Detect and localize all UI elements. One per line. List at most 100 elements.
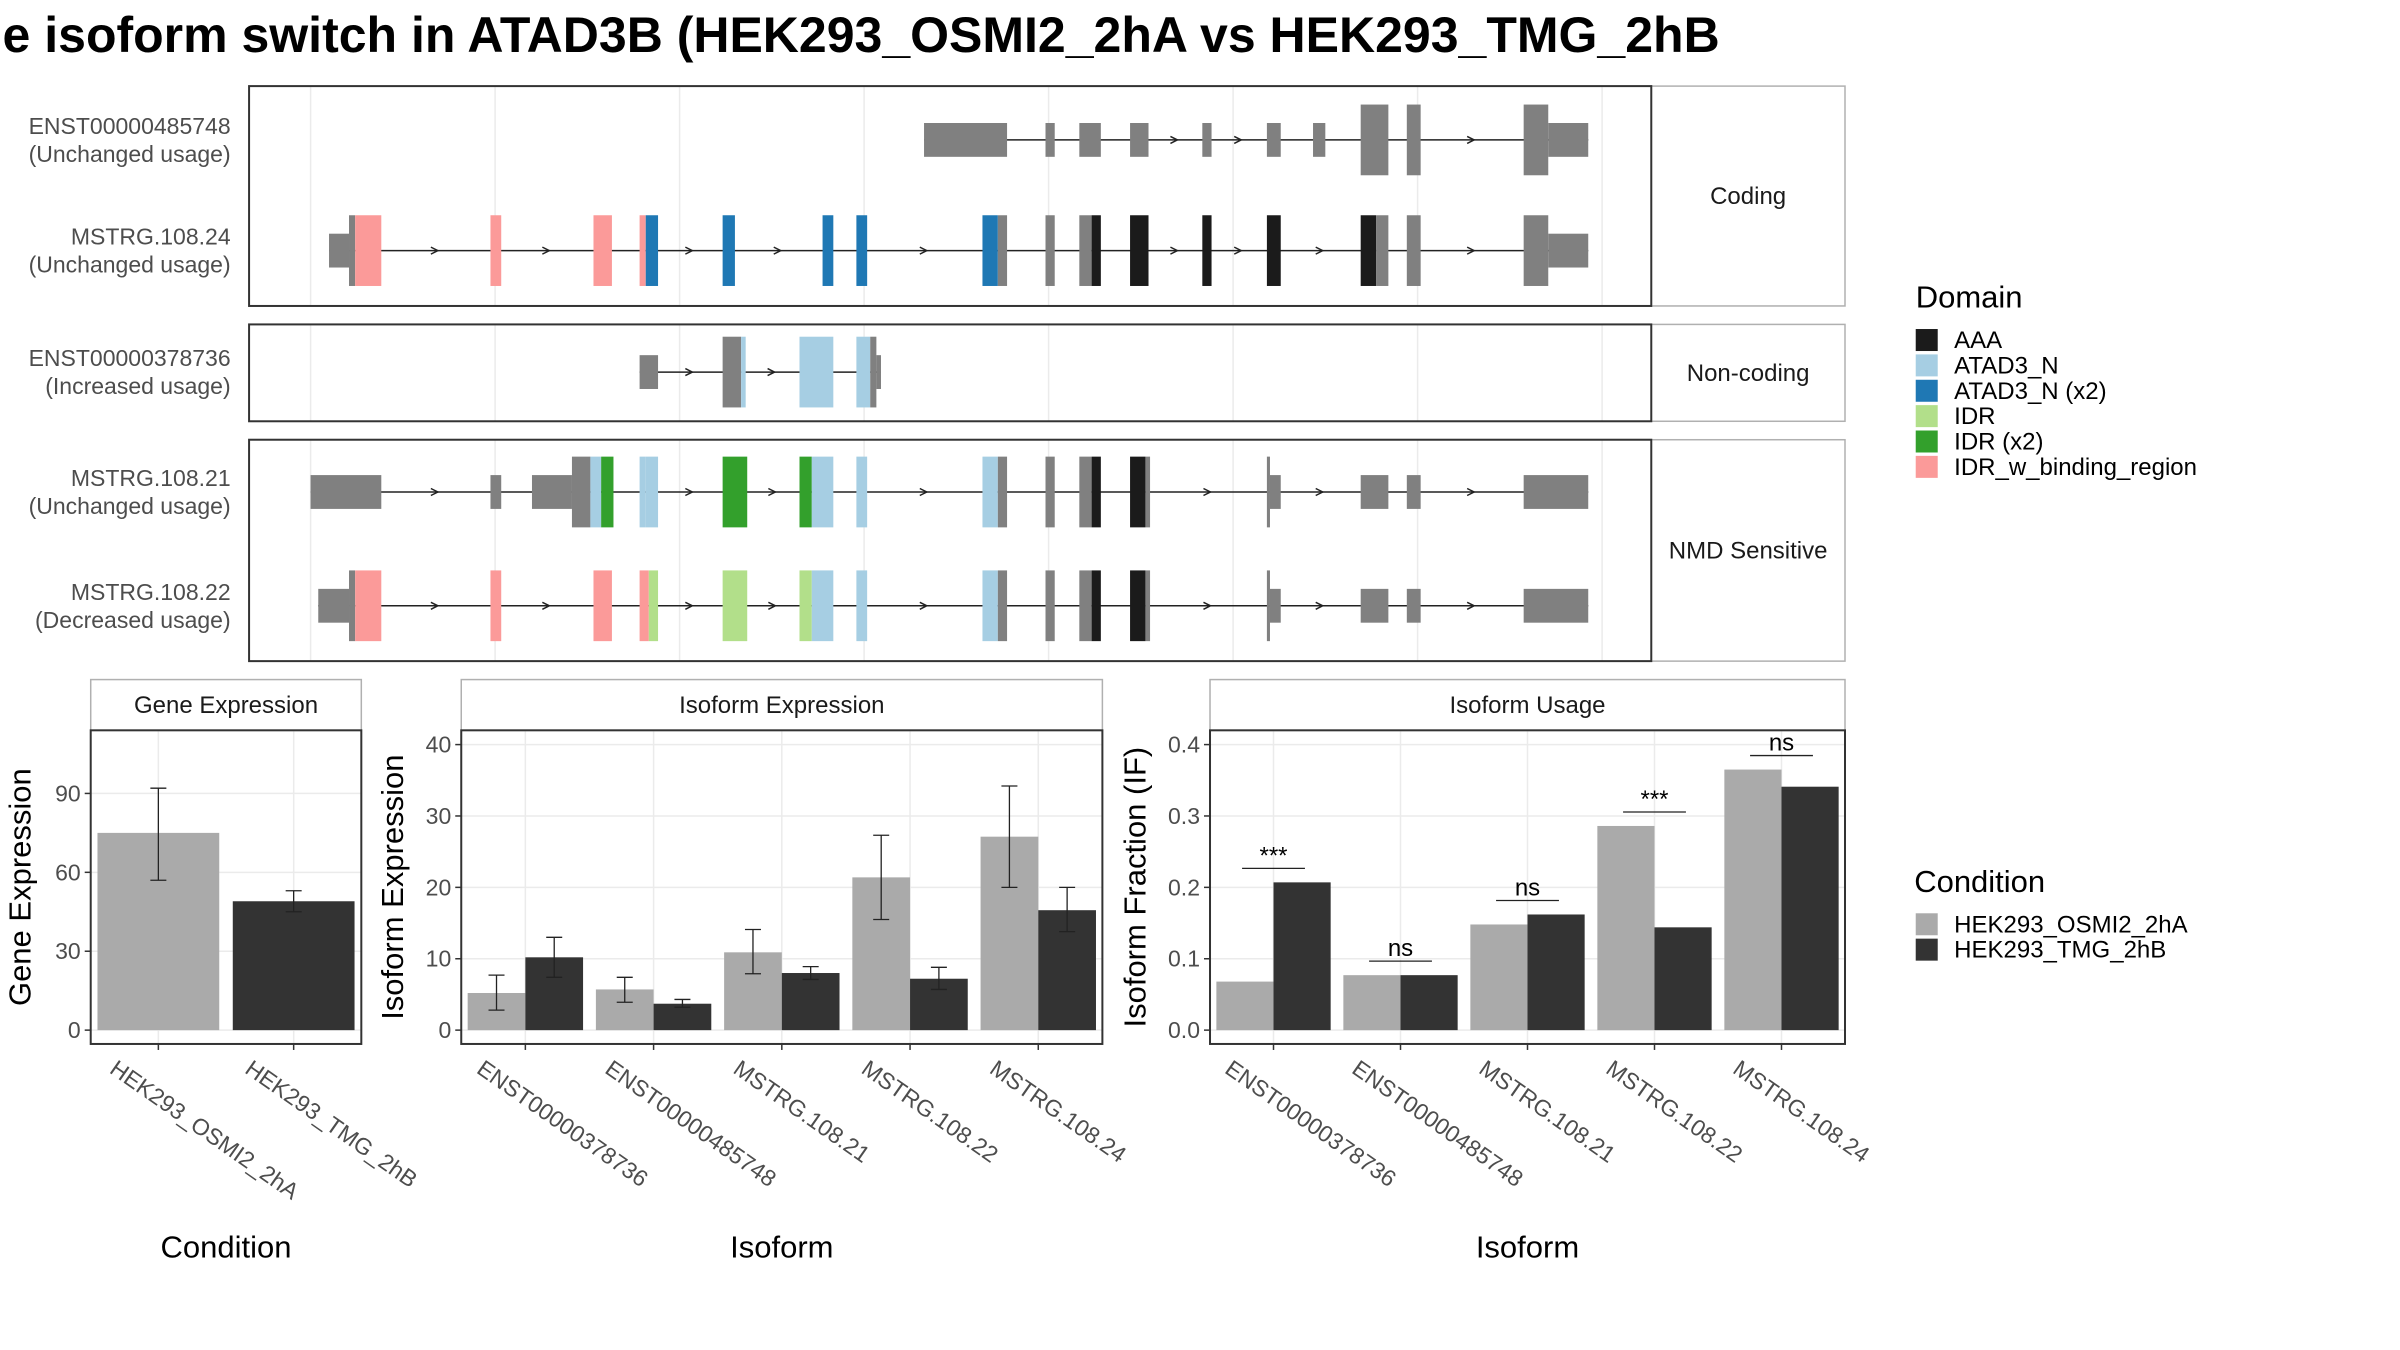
panel-title: Gene Expression bbox=[134, 692, 318, 719]
panel-strip bbox=[89, 678, 363, 732]
transcript-usage: (Unchanged usage) bbox=[29, 493, 231, 519]
domain-exon bbox=[1091, 456, 1101, 528]
error-bar bbox=[150, 787, 167, 881]
y-tick-label: 0.0 bbox=[1168, 1017, 1200, 1043]
y-axis-title: Gene Expression bbox=[3, 768, 38, 1006]
transcript-row: ENST00000378736(Increased usage) bbox=[29, 336, 881, 408]
structure-panel-border bbox=[248, 323, 1653, 423]
y-tick-label: 0.1 bbox=[1168, 946, 1200, 972]
condition-legend-label: HEK293_TMG_2hB bbox=[1954, 937, 2166, 964]
panel-title: Isoform Usage bbox=[1449, 692, 1605, 719]
y-tick-label: 0.3 bbox=[1168, 803, 1200, 829]
direction-arrow bbox=[1203, 601, 1213, 610]
significance-label: ns bbox=[1515, 874, 1540, 901]
transcript-row: MSTRG.108.21(Unchanged usage) bbox=[29, 456, 1589, 528]
bar-panel-0: Gene Expression0306090HEK293_OSMI2_2hAHE… bbox=[3, 678, 422, 1265]
category-strip-label: Non-coding bbox=[1687, 360, 1810, 387]
direction-arrow bbox=[1466, 135, 1476, 145]
bar-panel-1: Isoform Expression010203040ENST000003787… bbox=[375, 678, 1131, 1265]
exon bbox=[997, 456, 1008, 528]
domain-exon bbox=[645, 456, 659, 528]
x-tick-label: MSTRG.108.24 bbox=[1729, 1055, 1875, 1168]
domain-exon bbox=[799, 336, 834, 408]
error-bar bbox=[802, 965, 819, 981]
structure-panel-border bbox=[248, 85, 1653, 307]
exon bbox=[1269, 475, 1281, 509]
direction-arrow bbox=[685, 367, 695, 377]
significance-label: *** bbox=[1259, 842, 1287, 869]
direction-arrow bbox=[1203, 487, 1213, 497]
exon bbox=[1130, 123, 1149, 157]
domain-exon bbox=[856, 336, 871, 408]
domain-exon bbox=[799, 456, 812, 528]
x-tick-label: MSTRG.108.22 bbox=[857, 1055, 1003, 1168]
structure-panel-bg bbox=[249, 324, 1652, 422]
domain-legend-label: AAA bbox=[1954, 327, 2002, 354]
bar bbox=[1654, 927, 1712, 1031]
domain-exon bbox=[601, 456, 614, 528]
error-bar bbox=[1001, 785, 1018, 889]
direction-arrow bbox=[1466, 601, 1476, 610]
significance-label: ns bbox=[1769, 730, 1794, 757]
domain-legend-label: ATAD3_N bbox=[1954, 352, 2058, 379]
domain-legend-swatch bbox=[1915, 405, 1938, 428]
error-bar bbox=[674, 998, 691, 1008]
domain-legend-title: Domain bbox=[1916, 280, 2023, 315]
transcript-row: MSTRG.108.22(Decreased usage) bbox=[35, 570, 1589, 642]
error-bar bbox=[546, 936, 563, 978]
exon bbox=[1079, 123, 1101, 157]
transcript-usage: (Unchanged usage) bbox=[29, 252, 231, 278]
exon bbox=[1045, 215, 1055, 286]
plot-border bbox=[89, 729, 363, 1045]
y-tick-label: 10 bbox=[426, 946, 452, 972]
category-strip-label: NMD Sensitive bbox=[1669, 537, 1828, 564]
structure-panel-border bbox=[248, 438, 1653, 663]
direction-arrow bbox=[685, 601, 695, 610]
domain-legend-label: IDR (x2) bbox=[1954, 429, 2043, 456]
exon bbox=[1406, 475, 1421, 509]
condition-legend-title: Condition bbox=[1914, 864, 2045, 899]
bar bbox=[653, 1003, 712, 1031]
y-tick-label: 0.4 bbox=[1168, 732, 1200, 758]
y-tick-label: 30 bbox=[55, 938, 81, 964]
domain-exon bbox=[593, 570, 612, 642]
domain-exon bbox=[722, 215, 735, 286]
exon bbox=[1145, 456, 1151, 528]
domain-exon bbox=[639, 215, 646, 286]
direction-arrow bbox=[773, 246, 783, 255]
exon bbox=[1548, 233, 1589, 268]
direction-arrow bbox=[919, 246, 929, 255]
panel-strip bbox=[460, 678, 1104, 732]
structure-panel-bg bbox=[249, 86, 1652, 306]
domain-exon bbox=[722, 570, 748, 642]
x-tick-label: MSTRG.108.24 bbox=[985, 1055, 1131, 1168]
x-axis-title: Isoform bbox=[1476, 1230, 1579, 1265]
exon bbox=[1266, 570, 1270, 642]
domain-legend-label: ATAD3_N (x2) bbox=[1954, 378, 2106, 405]
direction-arrow bbox=[430, 601, 440, 610]
exon bbox=[1523, 215, 1549, 286]
condition-legend-swatch bbox=[1915, 913, 1938, 936]
domain-exon bbox=[982, 215, 998, 286]
direction-arrow bbox=[1315, 601, 1325, 610]
domain-exon bbox=[856, 456, 868, 528]
domain-exon bbox=[799, 570, 812, 642]
error-bar bbox=[1059, 886, 1076, 933]
domain-exon bbox=[811, 570, 834, 642]
domain-exon bbox=[1266, 215, 1281, 286]
transcript-id: ENST00000485748 bbox=[29, 113, 231, 139]
y-axis-title: Isoform Fraction (IF) bbox=[1117, 747, 1152, 1028]
direction-arrow bbox=[768, 601, 778, 610]
exon bbox=[310, 475, 382, 509]
exon bbox=[1045, 123, 1055, 157]
domain-legend-label: IDR_w_binding_region bbox=[1954, 454, 2197, 481]
x-tick-label: MSTRG.108.22 bbox=[1602, 1055, 1748, 1168]
direction-arrow bbox=[919, 601, 929, 610]
direction-arrow bbox=[767, 367, 777, 377]
exon bbox=[1523, 475, 1589, 509]
exon bbox=[1360, 104, 1389, 176]
y-tick-label: 0.2 bbox=[1168, 874, 1200, 900]
domain-exon bbox=[1091, 570, 1101, 642]
transcript-group-2: NMD Sensitive MSTRG.108.21(Unchanged usag… bbox=[29, 438, 1846, 663]
direction-arrow bbox=[1170, 135, 1180, 145]
